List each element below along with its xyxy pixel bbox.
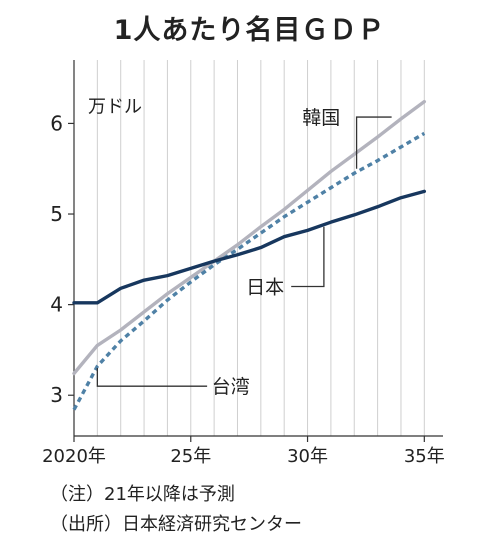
x-tick-label: 30年 [287, 446, 328, 467]
series-line-台湾 [72, 131, 426, 411]
x-tick-label: 35年 [404, 446, 445, 467]
series-label-台湾: 台湾 [212, 376, 250, 398]
leader-line [355, 116, 392, 169]
series-label-韓国: 韓国 [302, 107, 340, 129]
series-label-日本: 日本 [246, 277, 284, 299]
unit-label: 万ドル [88, 96, 142, 117]
grid [96, 60, 425, 436]
y-tick-label: 6 [50, 111, 63, 135]
x-tick-label: 25年 [170, 446, 211, 467]
x-tick-label: 2020年 [42, 446, 106, 467]
chart-title: 1人あたり名目ＧＤＰ [113, 15, 386, 46]
series-lines [72, 99, 427, 411]
series-line-韓国 [72, 99, 427, 376]
note-source: （出所）日本経済研究センター [50, 514, 302, 535]
y-tick-label: 4 [50, 293, 63, 317]
leader-line [291, 226, 325, 288]
y-tick-label: 5 [50, 202, 63, 226]
leader-line [96, 368, 208, 387]
series-line-日本 [72, 189, 427, 305]
y-tick-label: 3 [50, 383, 63, 407]
note-forecast: （注）21年以降は予測 [50, 484, 235, 505]
